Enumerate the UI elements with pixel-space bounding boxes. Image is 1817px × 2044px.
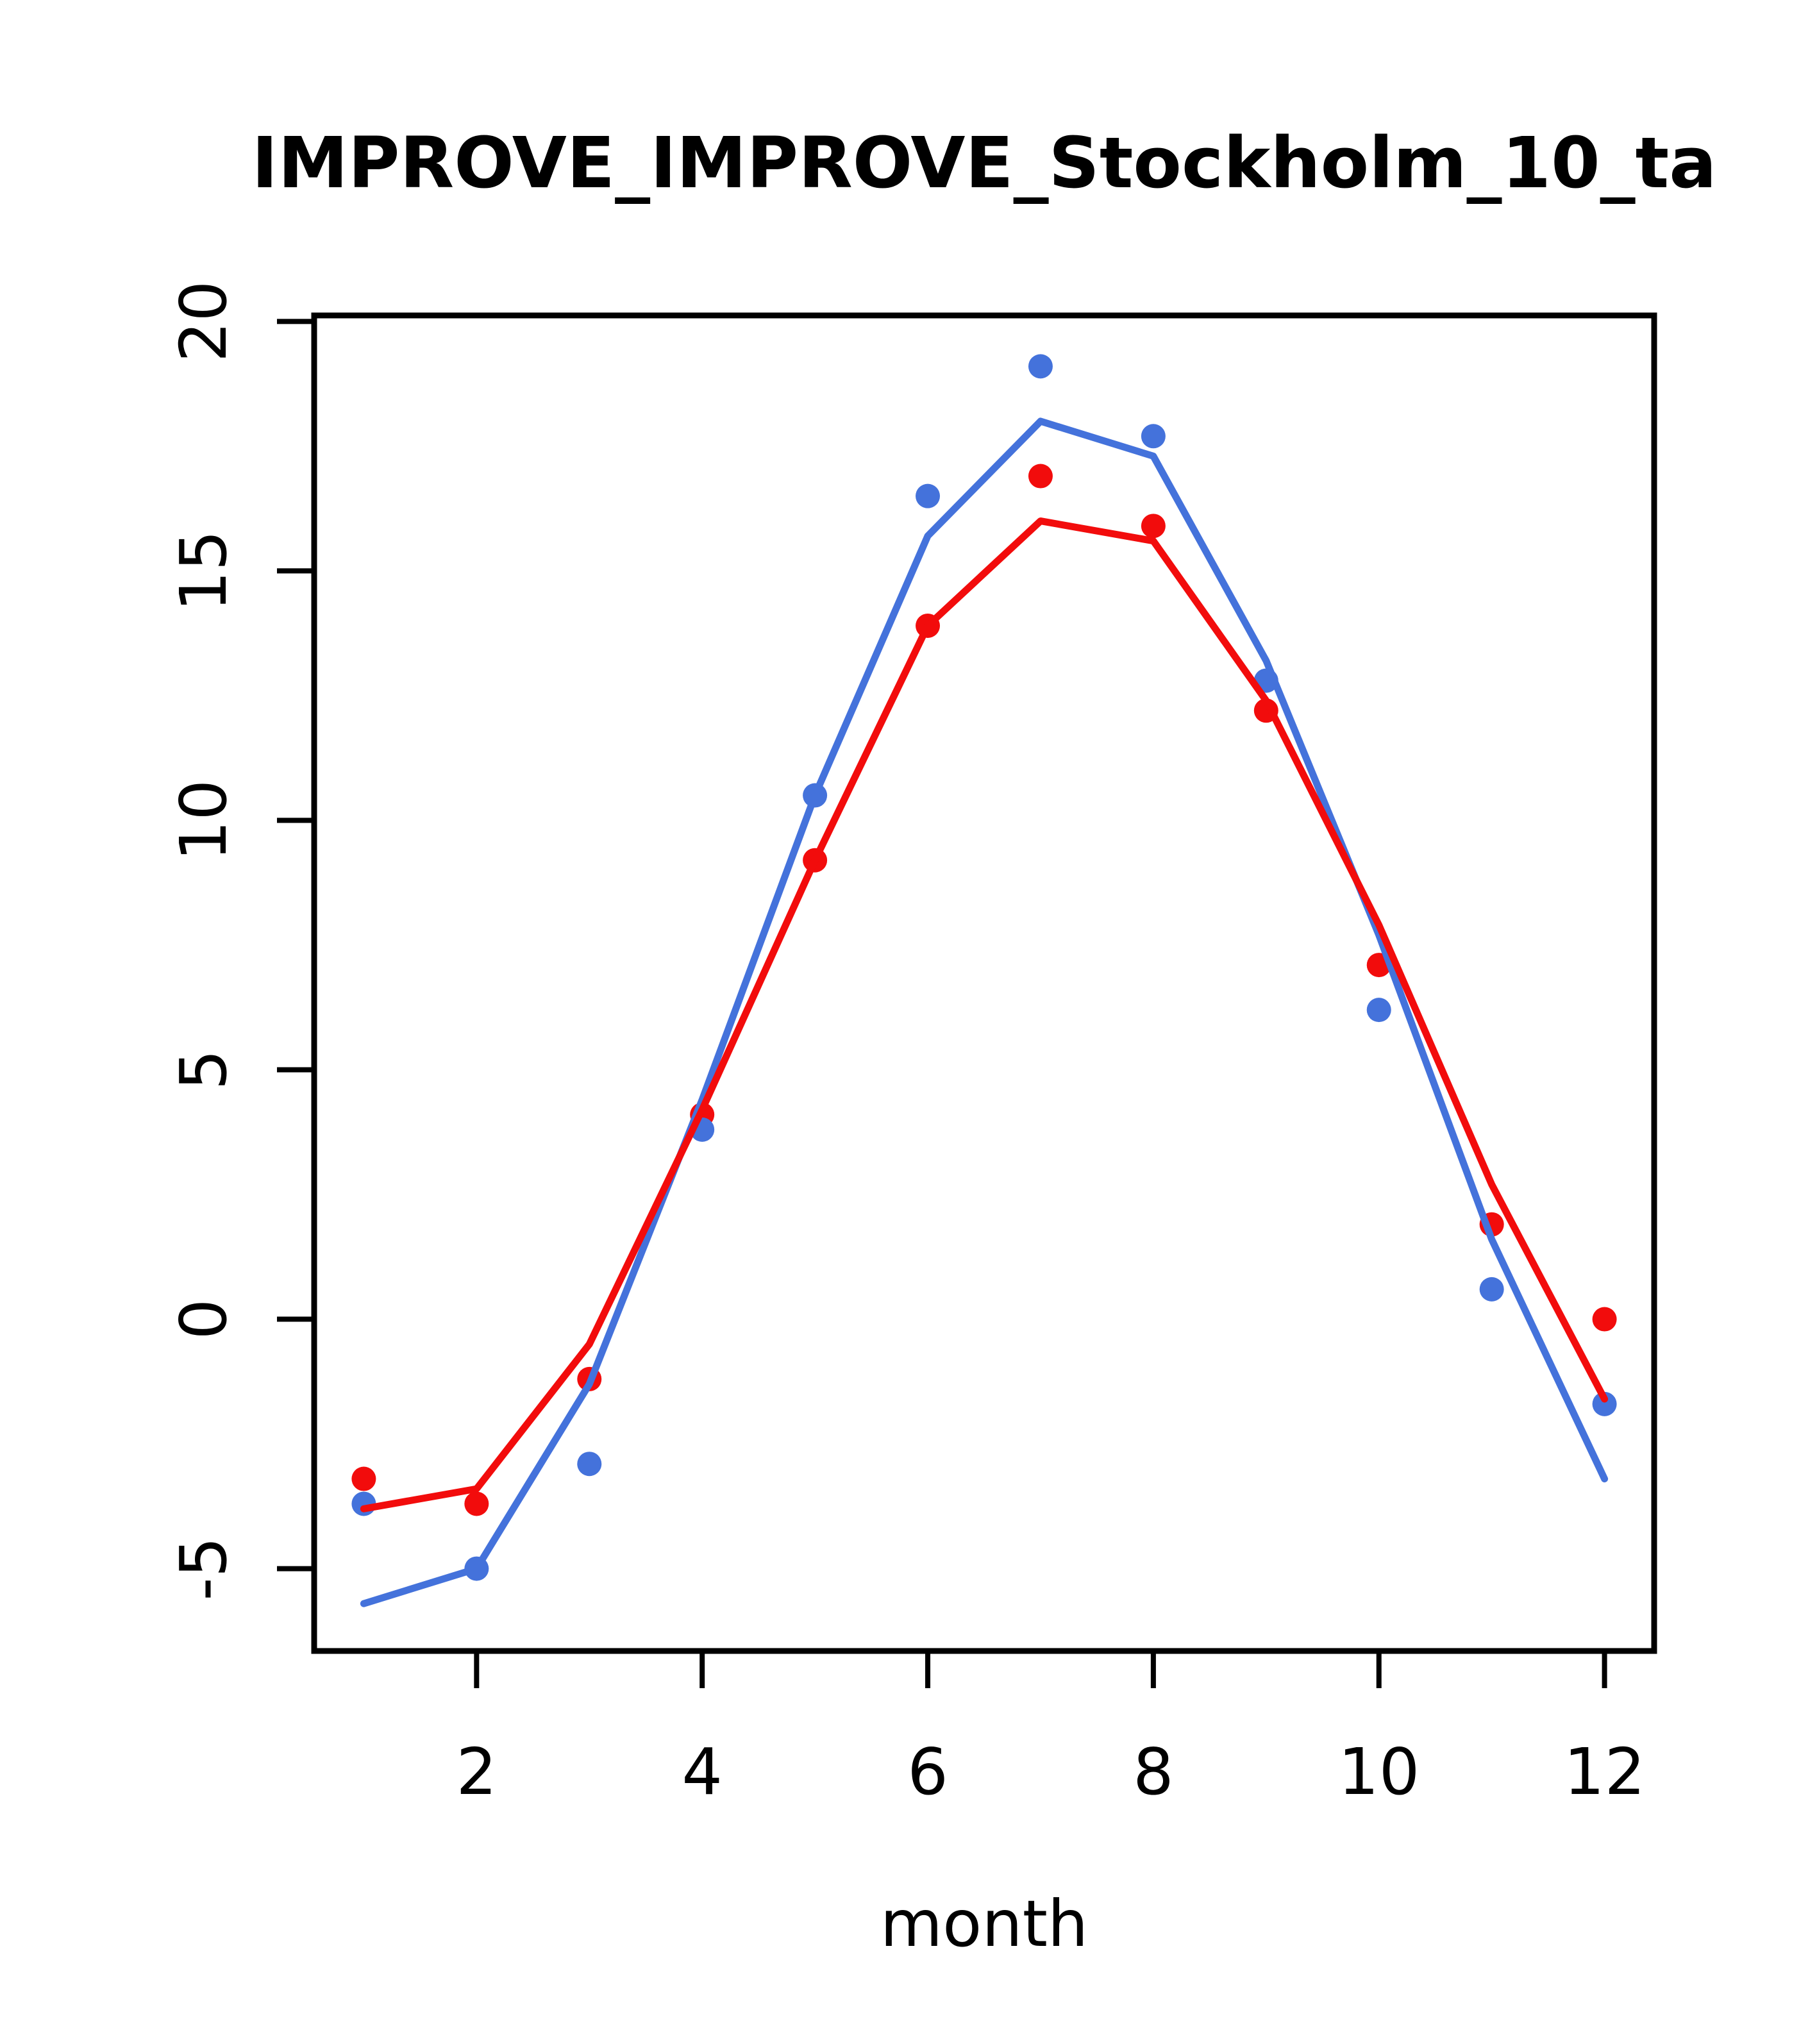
x-tick-label: 8 <box>1133 1734 1174 1809</box>
x-tick-label: 4 <box>682 1734 723 1809</box>
red-point <box>1141 514 1166 539</box>
y-tick-label: 20 <box>166 281 241 362</box>
x-tick-label: 10 <box>1338 1734 1419 1809</box>
x-axis-label: month <box>880 1886 1089 1961</box>
plot-box <box>311 312 1657 1654</box>
y-tick-label: 10 <box>166 780 241 861</box>
y-tick-label: 5 <box>166 1050 241 1091</box>
red-point <box>464 1491 489 1516</box>
red-point <box>1028 464 1053 489</box>
red-point <box>351 1466 376 1491</box>
x-tick-label: 12 <box>1564 1734 1645 1809</box>
axes-layer: 2 4 6 8 10 12 -5 0 5 10 15 20 <box>166 281 1645 1809</box>
data-layer <box>351 354 1617 1607</box>
red-point <box>1592 1307 1617 1332</box>
blue-point <box>1141 424 1166 449</box>
y-tick-label: -5 <box>166 1537 241 1601</box>
blue-line <box>360 417 1609 1607</box>
blue-point <box>1479 1277 1504 1302</box>
blue-point <box>1366 998 1391 1023</box>
y-tick-label: 15 <box>166 530 241 612</box>
chart-title: IMPROVE_IMPROVE_Stockholm_10_ta <box>252 122 1717 204</box>
y-tick-label: 0 <box>166 1299 241 1340</box>
blue-point <box>916 483 941 508</box>
blue-point <box>1592 1391 1617 1416</box>
x-tick-label: 2 <box>456 1734 498 1809</box>
x-tick-label: 6 <box>907 1734 948 1809</box>
blue-point <box>1028 354 1053 379</box>
red-line <box>360 517 1609 1512</box>
blue-point <box>577 1452 602 1477</box>
